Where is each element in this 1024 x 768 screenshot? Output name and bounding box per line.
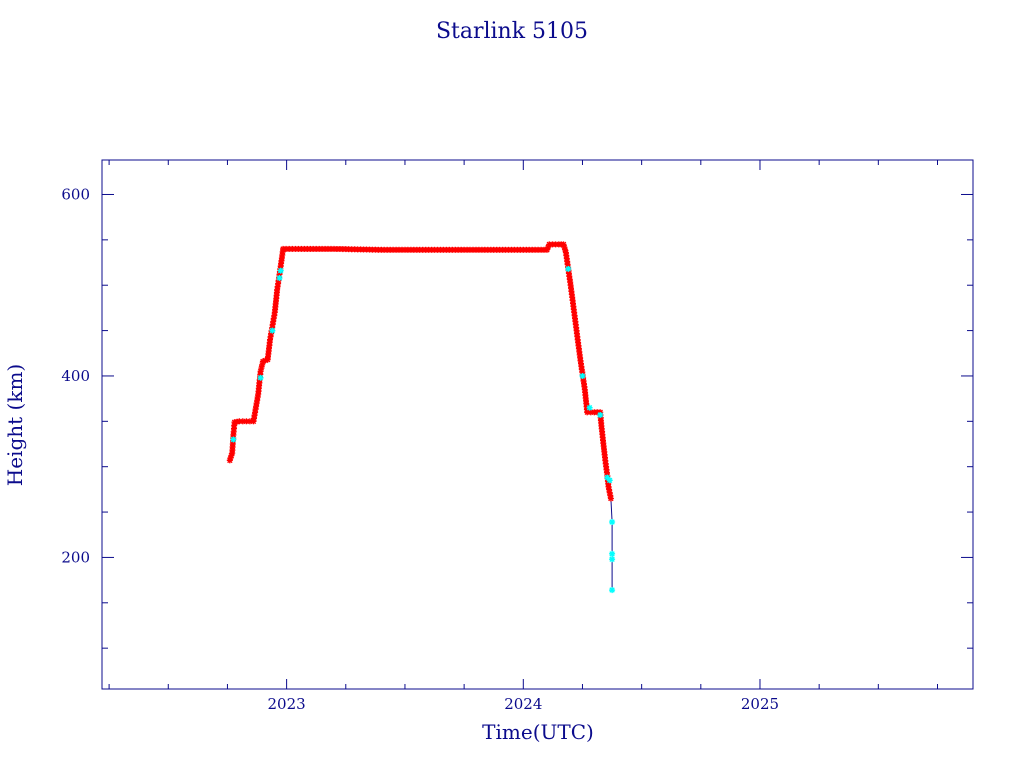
plot-area: 2023 2024 2025 200 400 600 [61,159,974,713]
data-point-alt [257,374,264,381]
chart-title: Starlink 5105 [436,19,588,44]
x-tick-label: 2025 [741,695,779,713]
axis-ticks [102,160,973,689]
data-point-alt [609,550,616,557]
decay-line-path [610,498,613,591]
data-point-alt [606,477,613,484]
data-point-alt [277,267,284,274]
data-point-alt [586,404,593,411]
y-tick-label: 400 [61,367,90,385]
x-axis-label: Time(UTC) [482,720,594,744]
data-point-alt [230,436,237,443]
y-tick-label: 600 [61,185,90,203]
x-tick-label: 2023 [268,695,306,713]
data-point-alt [609,519,616,525]
data-point [607,495,614,502]
x-tick-label: 2024 [504,695,542,713]
data-point-alt [276,275,283,281]
data-point-alt [579,373,586,379]
plot-frame [101,159,974,690]
y-axis-label: Height (km) [3,364,27,486]
axis-tick-labels: 2023 2024 2025 200 400 600 [61,185,779,713]
y-tick-label: 200 [61,548,90,566]
data-points [226,241,616,594]
decay-line [610,498,613,591]
data-point [561,244,568,251]
data-point-alt [609,556,616,563]
data-point-alt [269,327,276,334]
data-point-alt [597,412,604,418]
data-point-alt [609,587,616,594]
data-point-alt [565,265,572,272]
